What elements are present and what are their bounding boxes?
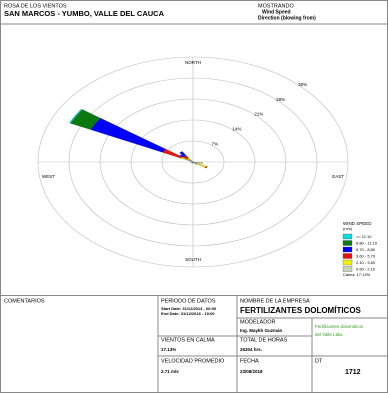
petal-segment	[197, 162, 203, 164]
company-label: NOMBRE DE LA EMPRESA	[240, 298, 310, 304]
calm-label: VIENTOS EN CALMA	[161, 337, 215, 343]
company: FERTILIZANTES DOLOMÍTICOS	[240, 306, 362, 315]
header-title: ROSA DE LOS VIENTOS	[4, 3, 67, 9]
period-label: PERIODO DE DATOS	[161, 298, 216, 304]
direction-label: SOUTH	[185, 257, 201, 262]
direction-label: EAST	[332, 174, 344, 179]
petal-segment	[90, 118, 166, 153]
header-showing: MOSTRANDO	[258, 3, 294, 9]
legend-swatch	[342, 240, 353, 246]
wind-rose: 7% 14% 21% 28% 35% NORTH EAST SOUTH WEST	[37, 56, 349, 268]
legend-label: 2.10 - 3.60	[356, 260, 376, 265]
date-value: 23/08/2018	[240, 369, 263, 374]
company-note: Fertilizantes dolomiticos	[315, 324, 364, 329]
petal-segment	[194, 163, 198, 166]
legend-calms: Calms: 17.13%	[343, 272, 371, 277]
legend: WIND SPEED(m/s) 0.50 - 2.102.10 - 3.60 3.6…	[342, 221, 378, 277]
header-variable: Wind Speed	[262, 9, 291, 15]
direction-label: WEST	[42, 174, 55, 179]
speed-label: VELOCIDAD PROMEDIO	[161, 358, 225, 364]
legend-label: 8.80 - 11.10	[356, 240, 378, 245]
legend-title: WIND SPEED	[343, 221, 372, 226]
direction-label: NORTH	[185, 60, 201, 65]
petal-segment	[162, 148, 183, 159]
petal-segment	[191, 161, 194, 164]
ring-label: 21%	[254, 112, 263, 117]
legend-units: (m/s)	[343, 226, 353, 231]
petal-segment	[179, 151, 187, 157]
legend-swatch	[342, 253, 353, 259]
legend-label: 0.50 - 2.10	[356, 266, 376, 271]
hours-value: 26304 hrs.	[240, 347, 262, 352]
ring-label: 28%	[276, 97, 285, 102]
petal-segment	[69, 108, 83, 124]
hours-label: TOTAL DE HORAS	[240, 337, 288, 343]
ring-label: 35%	[298, 82, 307, 87]
legend-label: 3.60 - 5.70	[356, 253, 376, 258]
dt-label: DT	[315, 358, 323, 364]
ring-label: 7%	[212, 141, 219, 146]
petal-segment	[198, 163, 207, 168]
legend-swatch	[342, 259, 353, 266]
header-direction: Direction (blowing from)	[258, 15, 316, 21]
legend-swatch	[342, 233, 353, 240]
comments-label: COMENTARIOS	[4, 298, 45, 304]
calm-value: 17.13%	[161, 347, 176, 352]
modeler-label: MODELADOR	[240, 319, 275, 325]
company-note: del Valle Ltda.	[315, 332, 343, 337]
legend-label: >= 11.10	[356, 234, 372, 239]
dt-value: 1712	[345, 369, 361, 376]
petal-segment	[190, 161, 194, 163]
speed-value: 2.71 m/s	[161, 369, 179, 374]
legend-label: 5.70 - 8.80	[356, 247, 376, 252]
header-location: SAN MARCOS - YUMBO, VALLE DEL CAUCA	[4, 9, 165, 18]
petal-segment	[204, 166, 208, 169]
legend-swatch	[342, 246, 353, 253]
ring-label: 14%	[232, 126, 241, 131]
date-label: FECHA	[240, 358, 259, 364]
modeler: Ing. Maykh Guzmán	[240, 328, 283, 333]
start-date: Start Date: 31/12/2013 - 00:00	[161, 306, 217, 311]
end-date: End Date: 31/12/2016 - 19:00	[161, 311, 215, 316]
legend-swatch	[342, 266, 353, 272]
